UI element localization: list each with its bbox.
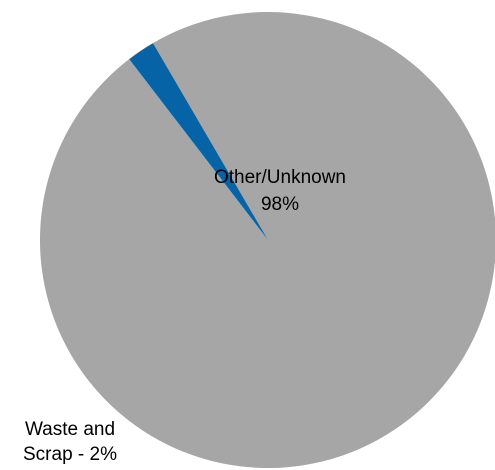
pie-slice-waste-and-scrap — [129, 43, 268, 241]
pie-slice-other-unknown — [40, 12, 495, 468]
slice-label-other-unknown-value: 98% — [261, 194, 299, 215]
slice-label-waste-and-scrap: Waste and Scrap - 2% — [23, 419, 117, 465]
pie-slices — [40, 12, 495, 468]
slice-label-other-unknown-name: Other/Unknown — [214, 167, 346, 188]
